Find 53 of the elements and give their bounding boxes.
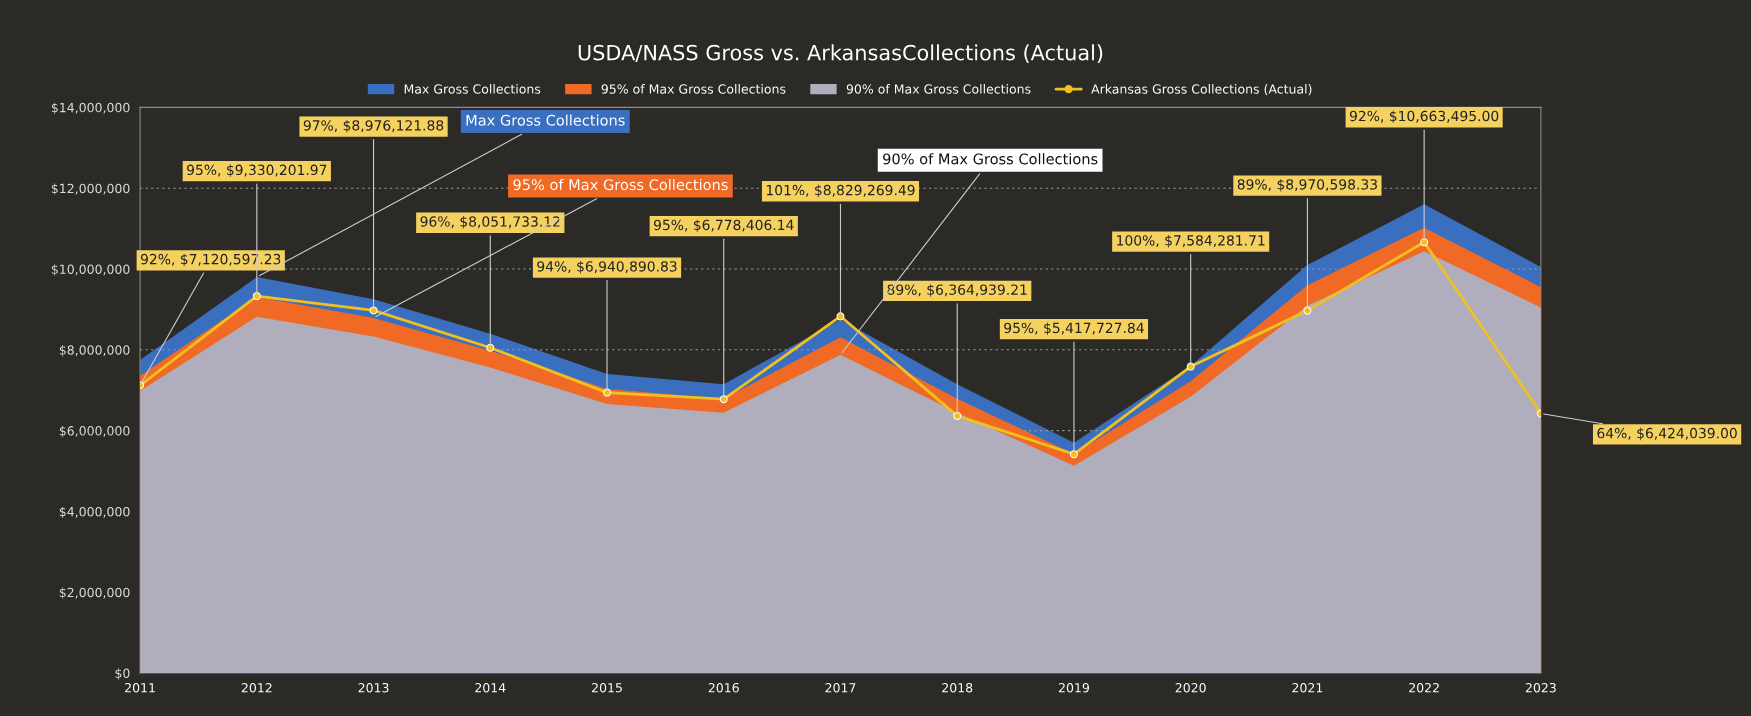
y-tick-label: $0 [115, 668, 130, 680]
data-label: 95%, $6,778,406.14 [653, 219, 794, 233]
legend-label: 90% of Max Gross Collections [846, 84, 1031, 94]
data-label: 89%, $6,364,939.21 [887, 284, 1027, 297]
legend-label: Max Gross Collections [404, 84, 541, 94]
data-label: 95%, $9,330,201.97 [187, 164, 327, 177]
data-label: 64%, $6,424,039.00 [1597, 427, 1737, 441]
chart-title: USDA/NASS Gross vs. ArkansasCollections (Actual) [578, 44, 1103, 63]
x-tick-label: 2015 [592, 682, 622, 693]
data-label: 100%, $7,584,281.71 [1117, 234, 1265, 248]
point [486, 343, 495, 352]
data-label: 97%, $8,976,121.88 [303, 119, 444, 133]
x-tick-label: 2011 [125, 682, 155, 693]
point [1303, 306, 1312, 315]
x-tick-label: 2016 [708, 682, 739, 693]
data-label: 95%, $5,417,727.84 [1004, 322, 1144, 336]
y-tick-label: $8,000,000 [59, 345, 130, 357]
x-tick-label: 2013 [358, 682, 389, 693]
data-label: 92%, $10,663,495.00 [1349, 110, 1499, 124]
point [603, 388, 612, 397]
point [369, 306, 378, 315]
annotation: 90% of Max Gross Collections [883, 153, 1098, 165]
legend-label: Arkansas Gross Collections (Actual) [1091, 84, 1312, 96]
data-label: 89%, $8,970,598.33 [1237, 178, 1377, 192]
data-label: 94%, $6,940,890.83 [537, 260, 677, 274]
point [1069, 450, 1078, 459]
annotation: Max Gross Collections [466, 114, 625, 126]
legend-label: 95% of Max Gross Collections [601, 84, 786, 94]
x-tick-label: 2023 [1525, 682, 1556, 693]
point [1420, 238, 1429, 247]
x-tick-label: 2017 [825, 682, 856, 693]
point [252, 292, 261, 301]
y-tick-label: $12,000,000 [51, 183, 130, 195]
x-tick-label: 2018 [942, 682, 973, 693]
x-tick-label: 2012 [241, 682, 272, 693]
data-label: 96%, $8,051,733.12 [420, 216, 560, 229]
x-tick-label: 2020 [1175, 682, 1206, 693]
data-label: 101%, $8,829,269.49 [766, 184, 915, 198]
point [953, 411, 962, 420]
point [836, 312, 845, 321]
y-tick-label: $14,000,000 [51, 102, 130, 114]
x-tick-label: 2014 [475, 682, 506, 693]
y-tick-label: $10,000,000 [51, 264, 130, 276]
y-tick-label: $4,000,000 [59, 506, 130, 519]
x-tick-label: 2022 [1409, 682, 1439, 693]
y-tick-label: $6,000,000 [59, 425, 130, 438]
data-label: 92%, $7,120,597.23 [140, 253, 281, 267]
annotation: 95% of Max Gross Collections [513, 178, 728, 191]
point [1186, 362, 1195, 371]
x-tick-label: 2019 [1058, 682, 1089, 693]
y-tick-label: $2,000,000 [59, 587, 130, 599]
point [719, 395, 728, 404]
x-tick-label: 2021 [1292, 682, 1323, 693]
